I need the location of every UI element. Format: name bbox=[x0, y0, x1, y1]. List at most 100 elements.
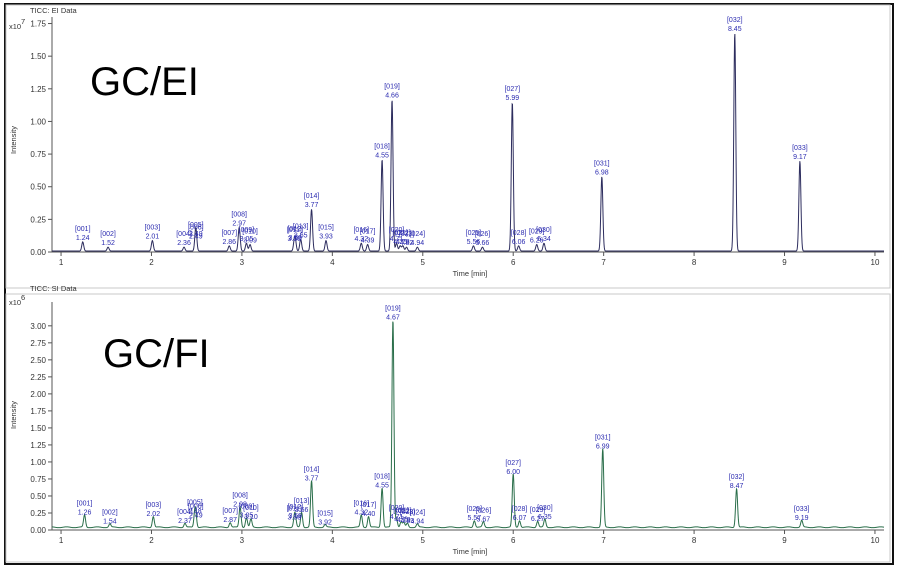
fi-peak-annotation: [008] 2.98 bbox=[232, 493, 248, 509]
ei-peak-id-label: [010] bbox=[242, 228, 258, 235]
fi-x-tick-label: 7 bbox=[601, 536, 606, 545]
fi-x-tick-label: 10 bbox=[871, 536, 880, 545]
fi-y-exponent: x10 6 bbox=[9, 293, 25, 307]
ei-peak-rt-label: 6.06 bbox=[512, 239, 526, 246]
ei-peak-annotation: [032] 8.45 bbox=[727, 17, 743, 33]
fi-peak-rt-label: 2.49 bbox=[189, 512, 203, 519]
ei-peak-id-label: [018] bbox=[374, 144, 390, 151]
ei-peak-annotation: [014] 3.77 bbox=[304, 193, 320, 209]
ei-y-tick-label: 1.25 bbox=[30, 85, 46, 94]
fi-peak-annotation: [006] 2.49 bbox=[188, 503, 204, 519]
ei-peak-id-label: [027] bbox=[505, 86, 521, 93]
ei-peak-rt-label: 2.49 bbox=[189, 231, 203, 238]
ei-peak-id-label: [023] bbox=[399, 231, 415, 238]
fi-peak-id-label: [013] bbox=[294, 498, 310, 505]
ei-ticks: 1 2 3 4 5 6 7 8 9 10 0.00 0.25 0.50 0.75 1.00 1.25 1.50 1… bbox=[30, 20, 880, 267]
ei-peak-id-label: [031] bbox=[594, 161, 610, 168]
fi-peak-annotation: [012] 3.59 bbox=[287, 504, 303, 520]
fi-y-tick-label: 1.00 bbox=[30, 458, 46, 467]
fi-x-tick-label: 1 bbox=[59, 536, 64, 545]
fi-x-axis-title: Time [min] bbox=[453, 547, 488, 556]
ei-peak-id-label: [022] bbox=[395, 230, 411, 237]
fi-peak-annotation: [022] 4.79 bbox=[396, 508, 412, 524]
ei-x-tick-label: 1 bbox=[59, 258, 64, 267]
fi-peak-rt-label: 4.32 bbox=[354, 510, 368, 517]
ei-peak-rt-label: 4.71 bbox=[390, 236, 404, 243]
ei-y-tick-label: 1.50 bbox=[30, 52, 46, 61]
fi-peak-labels: [001] 1.26 [002] 1.54 [003] 2.02 [004] 2.37 [005… bbox=[77, 305, 810, 526]
fi-peak-rt-label: 2.37 bbox=[178, 518, 192, 525]
ei-x-tick-label: 6 bbox=[511, 258, 516, 267]
fi-peak-annotation: [029] 6.27 bbox=[530, 507, 546, 523]
ei-peak-annotation: [026] 5.66 bbox=[475, 231, 491, 247]
fi-x-tick-label: 6 bbox=[511, 536, 516, 545]
ei-x-tick-label: 9 bbox=[782, 258, 787, 267]
ei-peak-rt-label: 4.94 bbox=[411, 240, 425, 247]
ei-trace-line bbox=[52, 34, 884, 252]
fi-peak-id-label: [033] bbox=[794, 506, 810, 513]
fi-y-axis-title: Intensity bbox=[9, 401, 18, 429]
fi-y-tick-label: 1.25 bbox=[30, 441, 46, 450]
fi-peak-id-label: [018] bbox=[374, 474, 390, 481]
fi-y-tick-label: 1.75 bbox=[30, 407, 46, 416]
fi-peak-annotation: [026] 5.67 bbox=[476, 508, 492, 524]
ei-peak-rt-label: 2.49 bbox=[189, 234, 203, 241]
ei-peak-id-label: [003] bbox=[145, 225, 161, 232]
ei-peak-annotation: [002] 1.52 bbox=[100, 231, 116, 247]
fi-peak-annotation: [003] 2.02 bbox=[145, 502, 161, 518]
fi-panel-title: TICC: SI Data bbox=[30, 284, 78, 293]
fi-peak-id-label: [011] bbox=[287, 506, 302, 513]
fi-peak-id-label: [003] bbox=[145, 502, 161, 509]
ei-peak-annotation: [020] 4.71 bbox=[389, 227, 405, 243]
fi-peak-annotation: [031] 6.99 bbox=[595, 435, 611, 451]
ei-peak-annotation: [027] 5.99 bbox=[505, 86, 521, 102]
ei-peak-rt-label: 1.52 bbox=[101, 240, 115, 247]
ei-peak-id-label: [021] bbox=[392, 230, 408, 237]
ei-peak-annotation: [016] 4.32 bbox=[353, 227, 369, 243]
ei-peak-rt-label: 3.65 bbox=[294, 232, 308, 239]
ei-peak-annotation: [015] 3.93 bbox=[318, 225, 334, 241]
fi-peak-annotation: [007] 2.87 bbox=[222, 508, 238, 524]
ei-x-tick-label: 10 bbox=[871, 258, 880, 267]
fi-peak-annotation: [019] 4.67 bbox=[385, 305, 401, 321]
fi-peak-annotation: [024] 4.94 bbox=[410, 510, 426, 526]
ei-peak-rt-label: 6.98 bbox=[595, 170, 609, 177]
fi-chromatogram-panel: TICC: SI Data x10 6 Intensity GC/FI 1 2 3 4… bbox=[5, 284, 891, 563]
fi-peak-id-label: [020] bbox=[389, 505, 405, 512]
fi-peak-annotation: [028] 6.07 bbox=[512, 506, 528, 522]
fi-x-tick-label: 5 bbox=[421, 536, 426, 545]
ei-peak-annotation: [004] 2.36 bbox=[176, 231, 192, 247]
ei-peak-id-label: [012] bbox=[287, 226, 303, 233]
ei-x-axis-title: Time [min] bbox=[453, 269, 488, 278]
ei-peak-rt-label: 2.36 bbox=[177, 240, 191, 247]
ei-peak-rt-label: 4.75 bbox=[393, 239, 407, 246]
ei-peak-annotation: [011] 3.58 bbox=[287, 227, 302, 243]
fi-y-tick-label: 0.00 bbox=[30, 526, 46, 535]
fi-peak-id-label: [002] bbox=[102, 510, 118, 517]
ei-x-tick-label: 7 bbox=[601, 258, 606, 267]
fi-peak-annotation: [023] 4.83 bbox=[400, 509, 416, 525]
ei-panel-border bbox=[5, 4, 891, 289]
ei-peak-rt-label: 5.56 bbox=[467, 239, 481, 246]
ei-exponent-base: x10 bbox=[9, 22, 21, 31]
fi-method-label: GC/FI bbox=[103, 332, 210, 376]
ei-y-tick-label: 0.75 bbox=[30, 150, 46, 159]
ei-peak-annotation: [001] 1.24 bbox=[75, 226, 91, 242]
ei-peak-rt-label: 2.86 bbox=[222, 239, 236, 246]
fi-peak-id-label: [007] bbox=[222, 508, 238, 515]
ei-peak-id-label: [007] bbox=[221, 230, 237, 237]
ei-peak-id-label: [028] bbox=[511, 230, 527, 237]
fi-peak-rt-label: 6.07 bbox=[513, 515, 527, 522]
ei-peak-id-label: [016] bbox=[353, 227, 369, 234]
ei-peak-annotation: [030] 6.34 bbox=[536, 227, 552, 243]
ei-peak-annotation: [024] 4.94 bbox=[410, 231, 426, 247]
fi-y-tick-label: 2.50 bbox=[30, 356, 46, 365]
fi-peak-annotation: [001] 1.26 bbox=[77, 501, 93, 517]
ei-peak-annotation: [022] 4.78 bbox=[395, 230, 411, 246]
ei-peak-rt-label: 2.97 bbox=[232, 221, 246, 228]
ei-peak-annotation: [031] 6.98 bbox=[594, 161, 610, 177]
fi-peak-annotation: [016] 4.32 bbox=[353, 501, 369, 517]
fi-peak-rt-label: 6.00 bbox=[506, 469, 520, 476]
ei-peak-id-label: [015] bbox=[318, 225, 334, 232]
